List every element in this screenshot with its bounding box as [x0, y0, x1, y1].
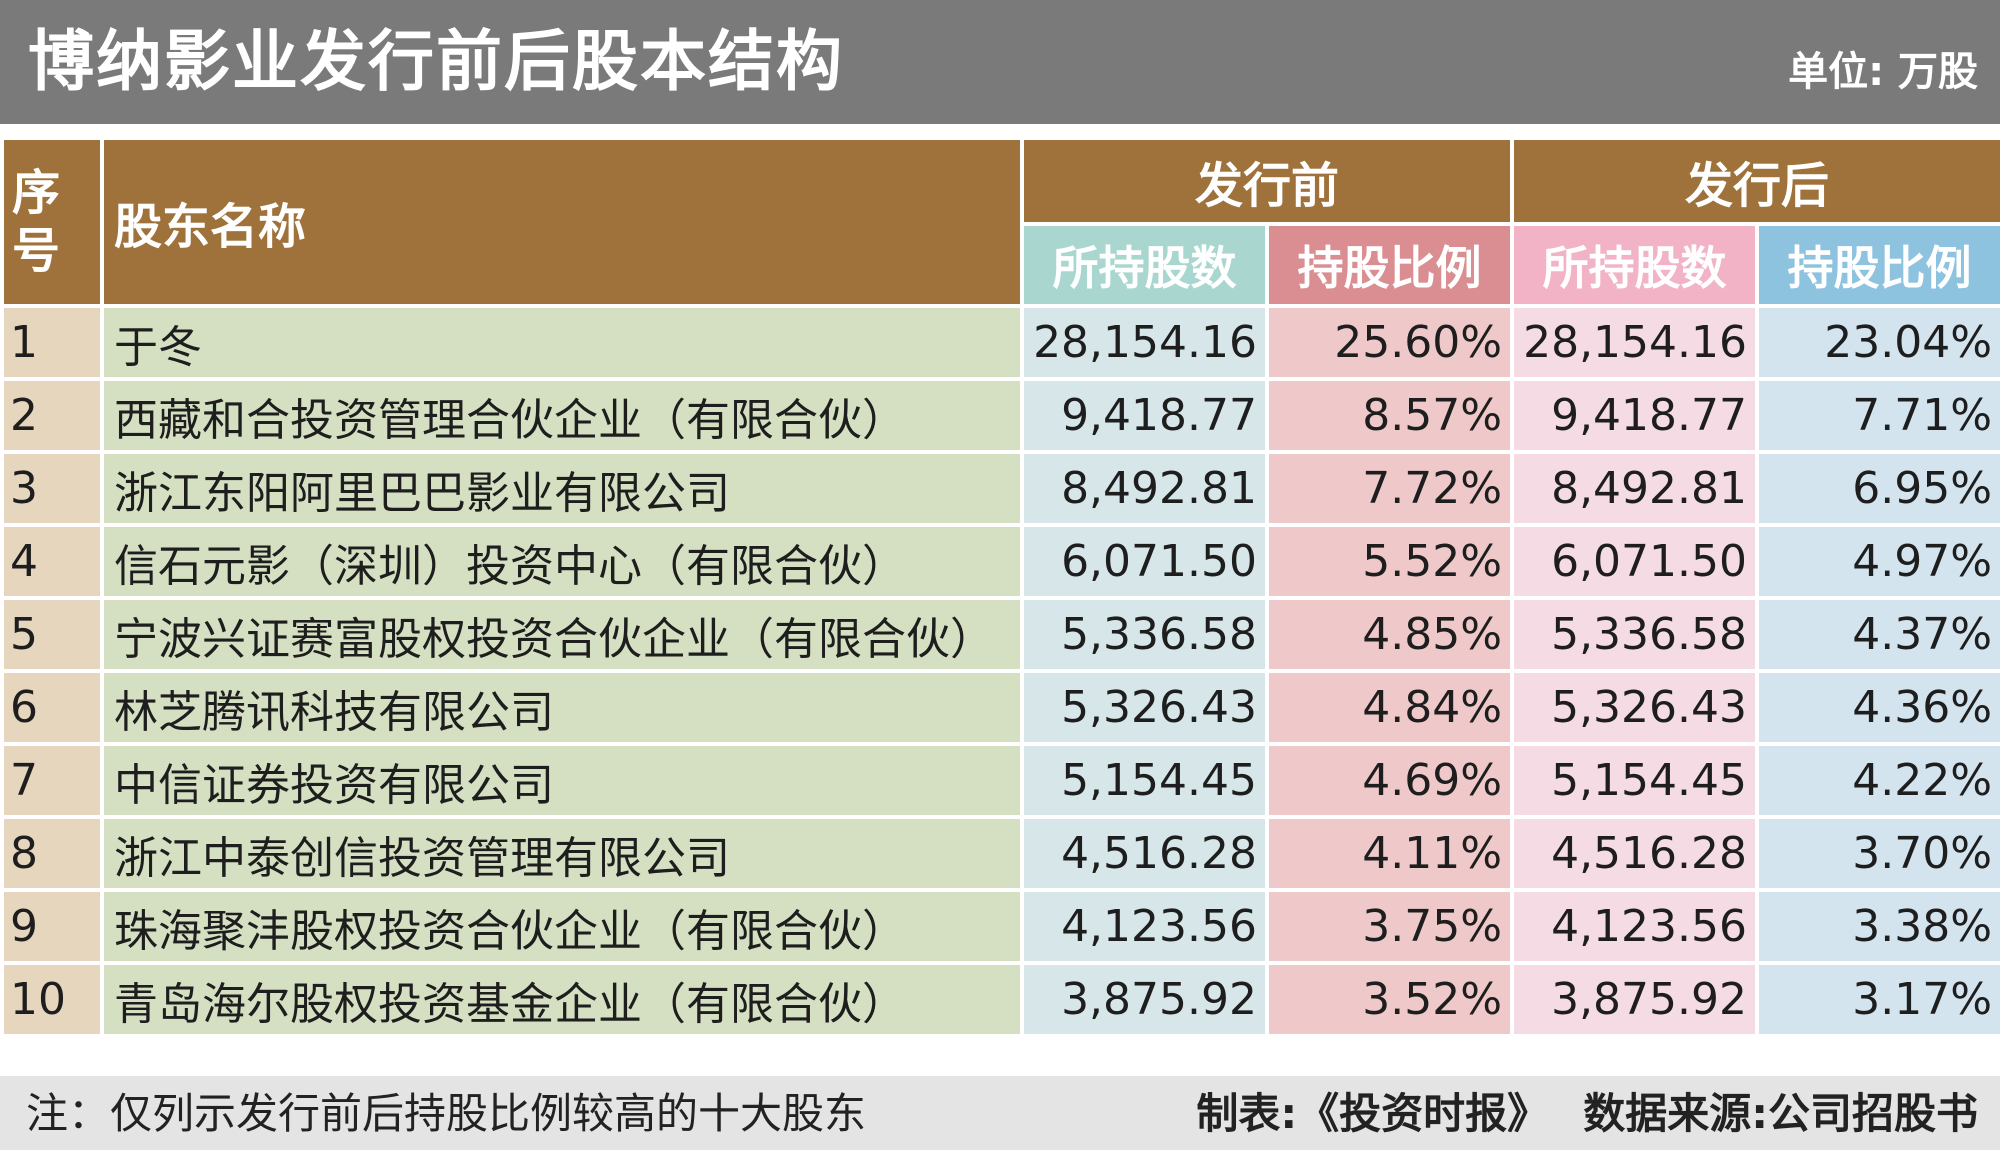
cell-after-shares: 6,071.50 [1510, 523, 1760, 600]
header-before-group: 发行前 [1019, 136, 1515, 226]
table-row: 10 青岛海尔股权投资基金企业（有限合伙） 3,875.92 3.52% 3,8… [0, 961, 2000, 1038]
cell-before-ratio: 4.11% [1264, 815, 1515, 892]
credits: 制表:《投资时报》 数据来源:公司招股书 [1196, 1086, 1978, 1142]
header-after-group: 发行后 [1510, 136, 2000, 226]
header-seq-text: 序 号 [12, 165, 61, 279]
table-row: 1 于冬 28,154.16 25.60% 28,154.16 23.04% [0, 304, 2000, 381]
header-before-shares: 所持股数 [1020, 222, 1269, 308]
cell-after-ratio: 23.04% [1755, 304, 2000, 381]
cell-after-shares: 5,154.45 [1510, 742, 1760, 819]
cell-before-shares: 5,336.58 [1020, 596, 1269, 673]
cell-name: 青岛海尔股权投资基金企业（有限合伙） [100, 961, 1024, 1038]
table-row: 5 宁波兴证赛富股权投资合伙企业（有限合伙） 5,336.58 4.85% 5,… [0, 596, 2000, 673]
cell-name: 浙江东阳阿里巴巴影业有限公司 [100, 450, 1024, 527]
cell-seq: 7 [0, 742, 104, 819]
cell-name: 于冬 [100, 304, 1024, 381]
table-row: 6 林芝腾讯科技有限公司 5,326.43 4.84% 5,326.43 4.3… [0, 669, 2000, 746]
cell-name: 林芝腾讯科技有限公司 [100, 669, 1024, 746]
cell-after-shares: 8,492.81 [1510, 450, 1760, 527]
cell-after-shares: 9,418.77 [1510, 377, 1760, 454]
cell-seq: 8 [0, 815, 104, 892]
cell-seq: 9 [0, 888, 104, 965]
cell-before-ratio: 5.52% [1264, 523, 1515, 600]
cell-after-ratio: 6.95% [1755, 450, 2000, 527]
cell-seq: 10 [0, 961, 104, 1038]
cell-before-ratio: 4.69% [1264, 742, 1515, 819]
cell-after-ratio: 7.71% [1755, 377, 2000, 454]
cell-name: 浙江中泰创信投资管理有限公司 [100, 815, 1024, 892]
cell-name: 珠海聚沣股权投资合伙企业（有限合伙） [100, 888, 1024, 965]
table-row: 4 信石元影（深圳）投资中心（有限合伙） 6,071.50 5.52% 6,07… [0, 523, 2000, 600]
cell-before-shares: 4,516.28 [1020, 815, 1269, 892]
cell-after-ratio: 3.17% [1755, 961, 2000, 1038]
cell-seq: 1 [0, 304, 104, 381]
header-after-ratio: 持股比例 [1755, 222, 2000, 308]
table-row: 8 浙江中泰创信投资管理有限公司 4,516.28 4.11% 4,516.28… [0, 815, 2000, 892]
title-bar: 博纳影业发行前后股本结构 单位: 万股 [0, 0, 2000, 124]
cell-before-shares: 6,071.50 [1020, 523, 1269, 600]
cell-before-shares: 8,492.81 [1020, 450, 1269, 527]
cell-before-shares: 9,418.77 [1020, 377, 1269, 454]
cell-after-ratio: 4.37% [1755, 596, 2000, 673]
cell-before-shares: 28,154.16 [1020, 304, 1269, 381]
cell-before-shares: 4,123.56 [1020, 888, 1269, 965]
cell-before-ratio: 3.52% [1264, 961, 1515, 1038]
cell-name: 西藏和合投资管理合伙企业（有限合伙） [100, 377, 1024, 454]
shareholder-table: 序 号 股东名称 发行前 发行后 所持股数 持股比例 所持股数 持股比例 1 于… [0, 136, 2000, 1038]
cell-after-shares: 4,123.56 [1510, 888, 1760, 965]
cell-seq: 4 [0, 523, 104, 600]
table-row: 3 浙江东阳阿里巴巴影业有限公司 8,492.81 7.72% 8,492.81… [0, 450, 2000, 527]
cell-name: 宁波兴证赛富股权投资合伙企业（有限合伙） [100, 596, 1024, 673]
header-name: 股东名称 [100, 136, 1024, 308]
cell-before-ratio: 4.85% [1264, 596, 1515, 673]
cell-after-ratio: 3.38% [1755, 888, 2000, 965]
cell-after-shares: 3,875.92 [1510, 961, 1760, 1038]
footer: 注：仅列示发行前后持股比例较高的十大股东 制表:《投资时报》 数据来源:公司招股书 [0, 1076, 2000, 1150]
cell-before-ratio: 8.57% [1264, 377, 1515, 454]
cell-after-ratio: 4.97% [1755, 523, 2000, 600]
table-row: 7 中信证券投资有限公司 5,154.45 4.69% 5,154.45 4.2… [0, 742, 2000, 819]
credit-value: 《投资时报》 [1297, 1089, 1550, 1138]
footnote: 注：仅列示发行前后持股比例较高的十大股东 [26, 1089, 867, 1138]
cell-seq: 5 [0, 596, 104, 673]
cell-seq: 2 [0, 377, 104, 454]
cell-after-ratio: 3.70% [1755, 815, 2000, 892]
unit-label: 单位: 万股 [1788, 49, 1978, 95]
cell-after-ratio: 4.36% [1755, 669, 2000, 746]
cell-seq: 6 [0, 669, 104, 746]
cell-after-shares: 4,516.28 [1510, 815, 1760, 892]
table-row: 2 西藏和合投资管理合伙企业（有限合伙） 9,418.77 8.57% 9,41… [0, 377, 2000, 454]
cell-after-ratio: 4.22% [1755, 742, 2000, 819]
cell-name: 信石元影（深圳）投资中心（有限合伙） [100, 523, 1024, 600]
page-title: 博纳影业发行前后股本结构 [28, 23, 844, 100]
cell-before-ratio: 25.60% [1264, 304, 1515, 381]
cell-after-shares: 28,154.16 [1510, 304, 1760, 381]
table-row: 9 珠海聚沣股权投资合伙企业（有限合伙） 4,123.56 3.75% 4,12… [0, 888, 2000, 965]
cell-before-ratio: 7.72% [1264, 450, 1515, 527]
cell-before-shares: 3,875.92 [1020, 961, 1269, 1038]
cell-after-shares: 5,326.43 [1510, 669, 1760, 746]
source-label: 数据来源: [1583, 1089, 1768, 1138]
source-value: 公司招股书 [1767, 1089, 1978, 1138]
cell-before-shares: 5,154.45 [1020, 742, 1269, 819]
cell-before-ratio: 3.75% [1264, 888, 1515, 965]
header-after-shares: 所持股数 [1510, 222, 1760, 308]
cell-after-shares: 5,336.58 [1510, 596, 1760, 673]
cell-name: 中信证券投资有限公司 [100, 742, 1024, 819]
cell-before-ratio: 4.84% [1264, 669, 1515, 746]
credit-label: 制表: [1196, 1089, 1298, 1138]
cell-before-shares: 5,326.43 [1020, 669, 1269, 746]
header-seq: 序 号 [0, 136, 104, 308]
header-before-ratio: 持股比例 [1264, 222, 1515, 308]
cell-seq: 3 [0, 450, 104, 527]
